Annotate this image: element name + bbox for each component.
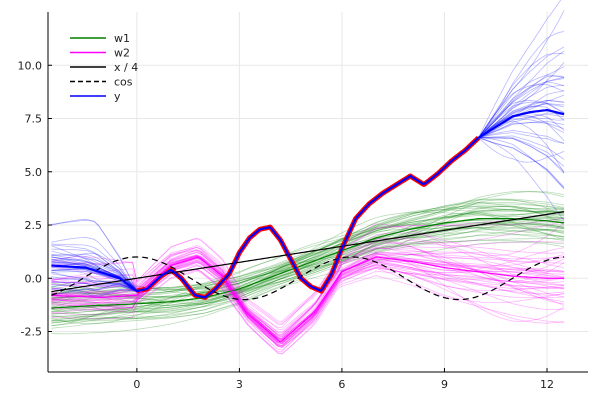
x-tick-label: 3 (236, 378, 243, 391)
legend-label: y (114, 90, 121, 103)
w1-sample-line (51, 227, 565, 322)
legend-label: x / 4 (114, 61, 138, 74)
x-tick-label: 0 (133, 378, 140, 391)
series-line-y (51, 108, 565, 299)
w1-sample-line (51, 212, 565, 327)
w2-sample-line (51, 257, 565, 339)
legend-label: w2 (114, 47, 130, 60)
x-tick-label: 12 (540, 378, 554, 391)
y-tick-label: 10.0 (18, 59, 43, 72)
y-tick-label: -2.5 (21, 326, 42, 339)
w1-sample-line (51, 231, 565, 326)
w2-sample-line (51, 262, 565, 348)
w2-sample-line (51, 259, 565, 345)
w2-sample-line (51, 251, 565, 337)
w2-sample-line (51, 259, 565, 348)
y-tick-label: 0.0 (25, 272, 43, 285)
w2-sample-line (51, 262, 565, 351)
w2-sample-line (51, 264, 565, 344)
w1-sample-line (51, 239, 565, 329)
grid (48, 12, 588, 372)
w1-sample-line (51, 209, 565, 304)
w2-sample-line (51, 270, 565, 355)
w2-sample-line (51, 260, 565, 344)
w1-sample-line (51, 217, 565, 313)
w1-sample-line (51, 241, 565, 335)
w1-sample-line (51, 218, 565, 315)
w1-sample-line (51, 207, 565, 295)
w1-sample-line (51, 205, 565, 299)
w1-sample-line (51, 210, 565, 299)
w2-sample-line (51, 249, 565, 338)
series-line-x-4 (51, 211, 565, 293)
w2-sample-line (51, 260, 565, 344)
w1-sample-line (51, 209, 565, 304)
x-tick-label: 6 (338, 378, 345, 391)
w2-sample-line (51, 261, 565, 345)
legend-label: w1 (114, 32, 130, 45)
w1-sample-line (51, 199, 565, 316)
series-line-w2 (51, 256, 565, 343)
w2-sample-line (51, 222, 565, 328)
w1-sample-line (51, 223, 565, 308)
w2-sample-line (51, 237, 565, 342)
w1-sample-line (51, 206, 565, 324)
w1-sample-line (51, 222, 565, 312)
legend-label: cos (114, 76, 133, 89)
series-line-cos (51, 256, 565, 301)
axes: 0 3 6 9 12 -2.5 0.0 2.5 5.0 7.5 10.0 (18, 12, 588, 391)
y-tick-label: 7.5 (25, 113, 43, 126)
w1-sample-line (51, 222, 565, 315)
w1-sample-line (51, 227, 565, 318)
w2-sample-line (51, 242, 565, 334)
w2-sample-line (51, 266, 565, 355)
w1-sample-line (51, 206, 565, 296)
w1-sample-line (51, 214, 565, 314)
w1-sample-line (51, 213, 565, 304)
y-tick-label: 2.5 (25, 219, 43, 232)
w2-sample-line (51, 221, 565, 325)
w2-sample-line (51, 265, 565, 347)
w1-sample-line (51, 214, 565, 303)
w2-sample-line (51, 210, 565, 322)
w1-sample-line (51, 205, 565, 320)
w2-sample-line (51, 259, 565, 344)
w2-sample-line (51, 257, 565, 339)
x-tick-label: 9 (441, 378, 448, 391)
w1-sample-line (51, 220, 565, 324)
series-lines (51, 108, 565, 343)
w2-sample-line (51, 258, 565, 346)
w1-sample-line (51, 218, 565, 307)
w1-sample-line (51, 207, 565, 298)
series-line-w1 (51, 218, 565, 309)
w2-sample-line (51, 232, 565, 336)
w2-sample-line (51, 267, 565, 347)
y-tick-label: 5.0 (25, 166, 43, 179)
w1-sample-line (51, 222, 565, 311)
w1-sample-line (51, 237, 565, 324)
w1-sample-line (51, 229, 565, 319)
